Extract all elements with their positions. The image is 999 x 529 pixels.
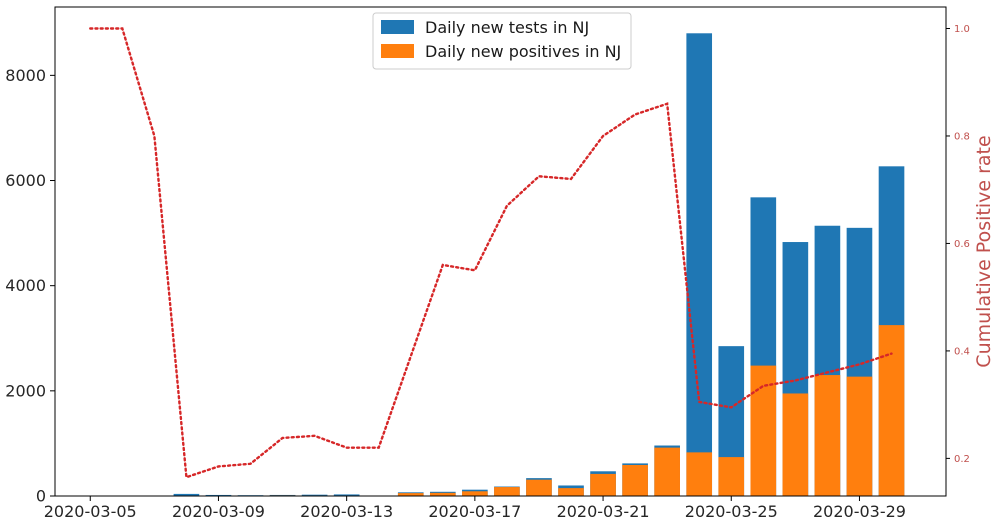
legend-label-positives: Daily new positives in NJ: [425, 42, 621, 61]
legend-swatch-tests: [381, 20, 414, 34]
legend: Daily new tests in NJ Daily new positives…: [373, 13, 631, 69]
bar-positives-2020-03-25: [718, 457, 744, 496]
bar-positives-2020-03-23: [654, 448, 680, 496]
bar-layer: [174, 33, 905, 496]
axes-layer: 020004000600080000.20.40.60.81.0Cumulati…: [5, 7, 995, 521]
xtick-label-2020-03-21: 2020-03-21: [557, 502, 650, 521]
legend-swatch-positives: [381, 44, 414, 58]
y2tick-label-0.6: 0.6: [954, 239, 970, 250]
legend-label-tests: Daily new tests in NJ: [425, 18, 589, 37]
xtick-label-2020-03-25: 2020-03-25: [685, 502, 778, 521]
bar-tests-2020-03-24: [686, 33, 712, 496]
y2tick-label-0.8: 0.8: [954, 131, 970, 142]
y2tick-label-0.2: 0.2: [954, 454, 970, 465]
xtick-label-2020-03-29: 2020-03-29: [813, 502, 906, 521]
bar-positives-2020-03-21: [590, 474, 616, 496]
xtick-label-2020-03-05: 2020-03-05: [44, 502, 137, 521]
y2-axis-label: Cumulative Positive rate: [973, 135, 995, 367]
ytick-label-2000: 2000: [5, 381, 46, 400]
bar-positives-2020-03-19: [526, 480, 552, 496]
xtick-label-2020-03-13: 2020-03-13: [300, 502, 393, 521]
ytick-label-4000: 4000: [5, 276, 46, 295]
bar-positives-2020-03-22: [622, 465, 648, 496]
bar-positives-2020-03-27: [783, 393, 809, 496]
bar-positives-2020-03-18: [494, 487, 520, 496]
bar-positives-2020-03-20: [558, 488, 584, 496]
xtick-label-2020-03-09: 2020-03-09: [172, 502, 265, 521]
y2tick-label-0.4: 0.4: [954, 346, 970, 357]
plot-frame: [55, 7, 946, 496]
bar-positives-2020-03-30: [879, 325, 905, 496]
bar-positives-2020-03-29: [847, 377, 873, 496]
bar-positives-2020-03-24: [686, 452, 712, 496]
xtick-label-2020-03-17: 2020-03-17: [428, 502, 521, 521]
bar-positives-2020-03-28: [815, 375, 841, 496]
y2tick-label-1.0: 1.0: [954, 24, 970, 35]
ytick-label-8000: 8000: [5, 66, 46, 85]
bar-positives-2020-03-17: [462, 491, 488, 496]
ytick-label-6000: 6000: [5, 171, 46, 190]
